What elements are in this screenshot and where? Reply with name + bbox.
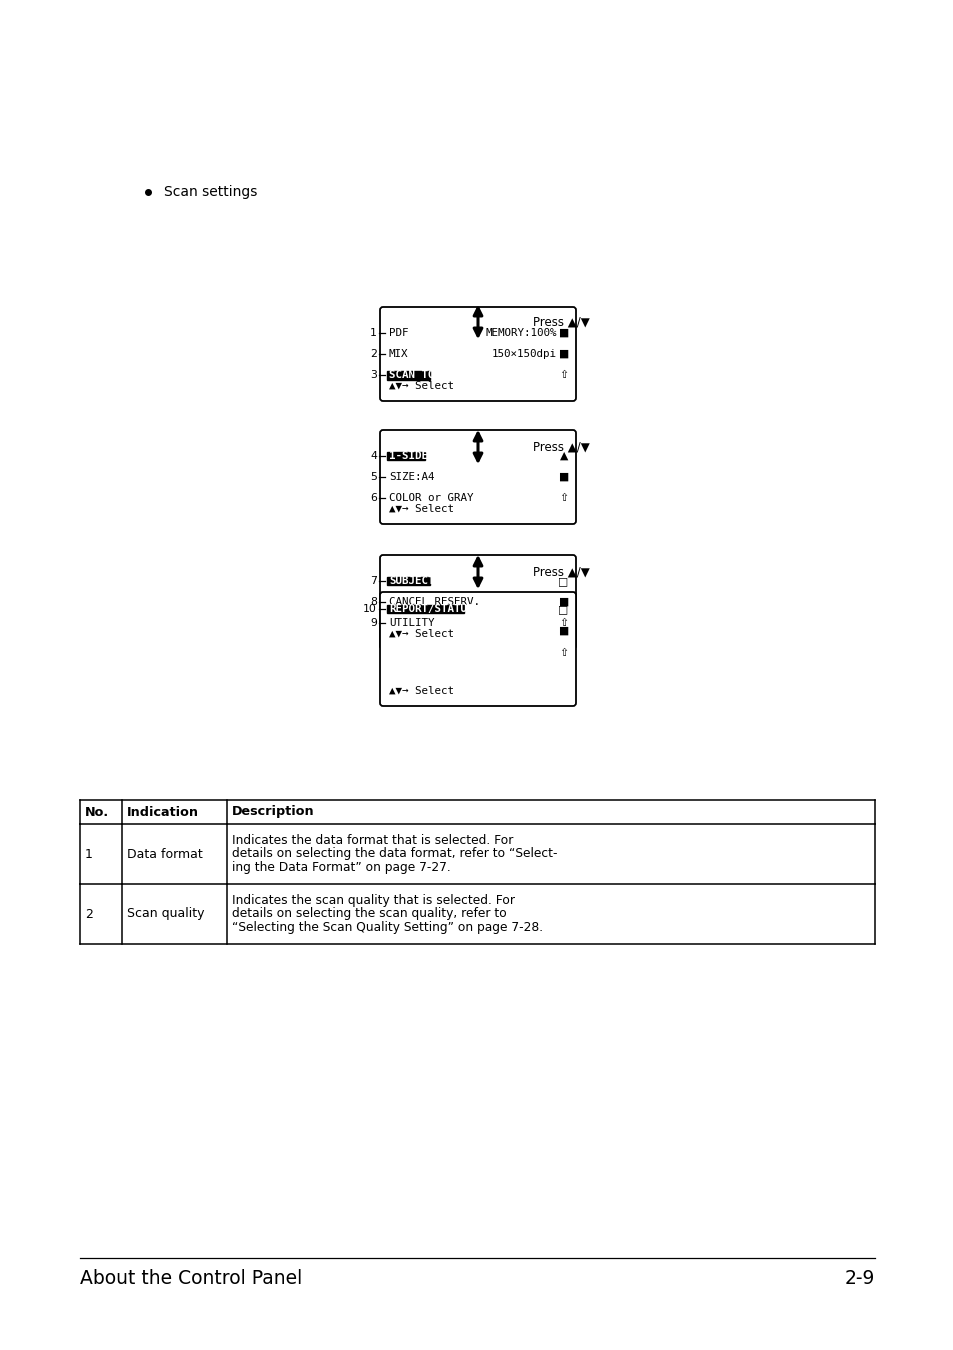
Text: ▲▼→ Select: ▲▼→ Select <box>389 504 454 514</box>
Text: ⇧: ⇧ <box>558 370 567 381</box>
Text: 6: 6 <box>370 494 376 504</box>
Text: 4: 4 <box>370 451 376 460</box>
Text: SIZE:A4: SIZE:A4 <box>389 472 434 482</box>
Text: COLOR or GRAY: COLOR or GRAY <box>389 494 473 504</box>
Text: ▲: ▲ <box>559 451 567 460</box>
Text: Indicates the scan quality that is selected. For: Indicates the scan quality that is selec… <box>232 894 515 907</box>
Text: ■: ■ <box>558 626 567 636</box>
Text: 3: 3 <box>370 370 376 381</box>
Text: MEMORY:100%: MEMORY:100% <box>485 328 557 338</box>
Text: Indication: Indication <box>127 806 199 818</box>
Text: ■: ■ <box>558 328 567 338</box>
Bar <box>387 576 430 585</box>
Bar <box>387 451 424 460</box>
Text: 9: 9 <box>370 618 376 629</box>
Text: 1: 1 <box>370 328 376 338</box>
FancyBboxPatch shape <box>379 593 576 706</box>
Text: Press ▲/▼: Press ▲/▼ <box>533 316 589 328</box>
Text: Press ▲/▼: Press ▲/▼ <box>533 566 589 579</box>
Text: Data format: Data format <box>127 848 203 860</box>
Text: 7: 7 <box>370 576 376 586</box>
Text: □: □ <box>558 576 567 586</box>
Text: SUBJECT: SUBJECT <box>389 576 434 586</box>
Text: SCAN TO: SCAN TO <box>389 370 434 381</box>
Text: MIX: MIX <box>389 350 408 359</box>
Bar <box>387 605 463 613</box>
Text: No.: No. <box>85 806 109 818</box>
Text: CANCEL RESERV.: CANCEL RESERV. <box>389 597 479 608</box>
FancyBboxPatch shape <box>379 306 576 401</box>
Text: “Selecting the Scan Quality Setting” on page 7-28.: “Selecting the Scan Quality Setting” on … <box>232 921 542 934</box>
Text: Indicates the data format that is selected. For: Indicates the data format that is select… <box>232 834 513 846</box>
Text: details on selecting the data format, refer to “Select-: details on selecting the data format, re… <box>232 848 557 860</box>
FancyBboxPatch shape <box>379 431 576 524</box>
Text: UTILITY: UTILITY <box>389 618 434 629</box>
Text: ⇧: ⇧ <box>558 494 567 504</box>
Text: details on selecting the scan quality, refer to: details on selecting the scan quality, r… <box>232 907 506 921</box>
Text: ■: ■ <box>558 472 567 482</box>
Text: REPORT/STATUS: REPORT/STATUS <box>389 603 473 614</box>
Text: ■: ■ <box>558 350 567 359</box>
Text: ▲▼→ Select: ▲▼→ Select <box>389 686 454 697</box>
Bar <box>387 371 430 379</box>
Text: 8: 8 <box>370 597 376 608</box>
Text: 2: 2 <box>370 350 376 359</box>
Text: PDF: PDF <box>389 328 408 338</box>
FancyBboxPatch shape <box>379 555 576 649</box>
Text: ▲▼→ Select: ▲▼→ Select <box>389 381 454 392</box>
Text: Description: Description <box>232 806 314 818</box>
Text: ing the Data Format” on page 7-27.: ing the Data Format” on page 7-27. <box>232 861 450 873</box>
Text: 2-9: 2-9 <box>843 1269 874 1288</box>
Text: 150×150dpi: 150×150dpi <box>492 350 557 359</box>
Text: ⇧: ⇧ <box>558 648 567 657</box>
Text: 1: 1 <box>85 848 92 860</box>
Text: Scan settings: Scan settings <box>164 185 257 198</box>
Text: Press ▲/▼: Press ▲/▼ <box>533 440 589 454</box>
Text: □: □ <box>558 603 567 614</box>
Text: About the Control Panel: About the Control Panel <box>80 1269 302 1288</box>
Text: 5: 5 <box>370 472 376 482</box>
Text: Scan quality: Scan quality <box>127 907 204 921</box>
Text: ⇧: ⇧ <box>558 618 567 629</box>
Text: 10: 10 <box>363 603 376 614</box>
Text: ■: ■ <box>558 597 567 608</box>
Text: 2: 2 <box>85 907 92 921</box>
Text: 1-SIDE: 1-SIDE <box>389 451 428 460</box>
Text: ▲▼→ Select: ▲▼→ Select <box>389 629 454 639</box>
